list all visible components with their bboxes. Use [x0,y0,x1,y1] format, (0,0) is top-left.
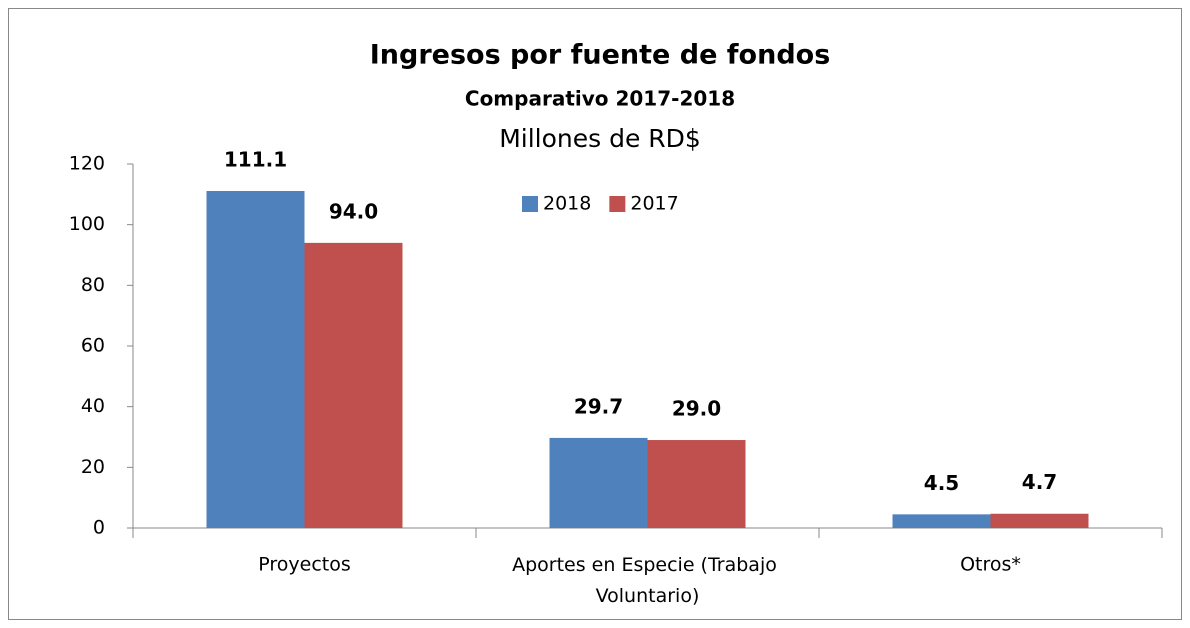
bar [304,242,403,528]
legend-swatch [609,196,626,212]
y-tick-label: 80 [81,274,105,296]
x-tick-label: Aportes en Especie (Trabajo Voluntario) [512,554,783,607]
value-label: 29.0 [672,397,721,421]
value-label: 94.0 [329,199,378,223]
y-tick-label: 120 [69,153,105,175]
y-tick-label: 60 [81,335,105,357]
bar [206,190,305,528]
bar [647,440,746,528]
bar [549,437,648,528]
value-label: 4.5 [924,471,959,495]
value-label: 29.7 [574,394,623,418]
chart-title: Ingresos por fuente de fondos [370,40,831,71]
legend-label: 2018 [543,193,591,215]
legend-swatch [522,196,538,212]
y-tick-label: 0 [93,517,105,539]
bar [892,514,991,528]
chart-subtitle: Comparativo 2017-2018 [465,87,735,111]
x-tick-label: Proyectos [258,554,351,576]
value-label: 4.7 [1022,470,1057,494]
y-tick-label: 40 [81,395,105,417]
value-label: 111.1 [224,147,287,171]
y-tick-label: 20 [81,456,105,478]
bar [990,513,1089,528]
x-tick-label: Otros* [960,554,1021,576]
y-tick-label: 100 [69,213,105,235]
legend-label: 2017 [630,193,678,215]
unit-label: Millones de RD$ [499,124,701,153]
